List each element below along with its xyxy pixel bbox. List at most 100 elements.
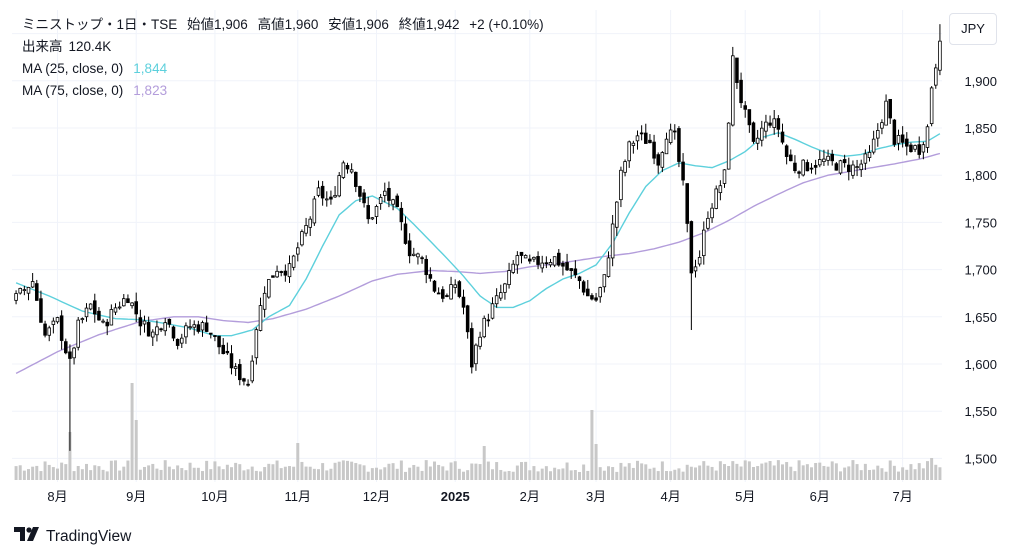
volume-bar: [689, 466, 693, 480]
volume-bar: [934, 464, 938, 480]
tradingview-brand[interactable]: TradingView: [14, 527, 131, 546]
volume-bar: [138, 469, 142, 480]
volume-bar: [172, 469, 175, 480]
volume-bar: [656, 471, 660, 480]
ma75-value: 1,823: [133, 83, 168, 98]
candle-body: [163, 322, 167, 332]
volume-legend-row[interactable]: 出来高 120.4K: [22, 36, 550, 58]
volume-bar: [578, 471, 581, 480]
time-axis[interactable]: 8月 9月 10月 11月 12月 2025 2月 3月 4月 5月 6月 7月: [47, 489, 912, 504]
candle-body: [619, 169, 623, 201]
volume-bar: [528, 470, 532, 480]
volume-bar: [317, 469, 320, 480]
candle-body: [557, 252, 561, 266]
volume-bar: [553, 467, 557, 480]
volume-bar: [80, 469, 84, 480]
candle-body: [151, 331, 155, 338]
volume-bar: [938, 467, 942, 480]
volume-bar: [644, 464, 648, 480]
chart-legend: ミニストップ・1日・TSE 始値1,906 高値1,960 安値1,906 終値…: [22, 14, 550, 102]
volume-bar: [839, 471, 842, 480]
candle-body: [581, 281, 586, 293]
candle-body: [387, 187, 391, 201]
candle-body: [739, 79, 743, 104]
candle-body: [859, 163, 863, 171]
volume-bar: [466, 470, 470, 480]
volume-bar: [491, 469, 494, 480]
candle-body: [242, 378, 246, 382]
candle-body: [673, 130, 677, 133]
symbol-title[interactable]: ミニストップ・1日・TSE: [22, 17, 178, 32]
candle-body: [486, 319, 491, 322]
volume-bar: [735, 463, 739, 480]
candle-body: [772, 118, 776, 128]
volume-bar: [51, 467, 55, 480]
volume-bar: [855, 464, 859, 480]
candle-body: [171, 326, 176, 339]
volume-bar: [358, 464, 362, 480]
candle-body: [420, 257, 424, 260]
volume-bar: [847, 466, 851, 480]
candle-body: [180, 337, 184, 344]
candle-body: [250, 360, 254, 382]
volume-bar: [752, 467, 755, 480]
candle-body: [809, 167, 814, 170]
time-tick-label: 8月: [47, 489, 67, 504]
candle-body: [395, 195, 399, 208]
candle-body: [573, 268, 578, 276]
candle-body: [764, 121, 768, 132]
candle-body: [283, 270, 288, 276]
volume-bar: [428, 466, 432, 480]
volume-bar: [503, 471, 507, 480]
candle-body: [606, 257, 611, 277]
candle-body: [436, 292, 441, 295]
volume-bar: [35, 465, 39, 480]
candle-body: [461, 296, 466, 308]
volume-bar: [462, 471, 465, 480]
volume-bar: [64, 464, 68, 480]
volume-bar: [872, 469, 876, 480]
volume-bar: [346, 460, 349, 480]
volume-bar: [573, 470, 577, 480]
candle-body: [59, 315, 64, 341]
volume-bar: [665, 471, 668, 480]
candle-body: [718, 185, 723, 194]
volume-bar: [789, 466, 793, 480]
currency-button[interactable]: JPY: [949, 13, 997, 45]
candle-body: [113, 307, 118, 313]
price-axis[interactable]: 1,500 1,550 1,600 1,650 1,700 1,750 1,800 1,850…: [964, 27, 997, 467]
volume-bar: [520, 462, 523, 480]
ma25-legend-row[interactable]: MA (25, close, 0) 1,844: [22, 58, 550, 80]
candle-body: [325, 198, 329, 201]
volume-bar: [760, 463, 764, 480]
volume-bar: [350, 461, 354, 480]
ma75-legend-row[interactable]: MA (75, close, 0) 1,823: [22, 80, 550, 102]
volume-bar: [147, 465, 151, 480]
volume-bar: [926, 461, 929, 480]
candle-body: [780, 131, 785, 143]
volume-bar: [159, 469, 163, 480]
volume-bar: [652, 467, 656, 480]
candle-body: [68, 351, 72, 359]
candle-body: [598, 287, 602, 298]
volume-bar: [337, 461, 341, 480]
candle-body: [175, 338, 180, 346]
candle-body: [548, 262, 553, 266]
volume-bar: [843, 467, 847, 480]
candle-body: [900, 134, 905, 143]
volume-bar: [404, 471, 407, 480]
candle-body: [159, 328, 163, 331]
volume-bar: [801, 465, 805, 480]
volume-bar: [660, 461, 664, 480]
candle-body: [93, 300, 97, 315]
price-tick-label: 1,700: [964, 263, 997, 278]
volume-bar: [818, 462, 822, 480]
candle-body: [681, 161, 685, 181]
candle-body: [494, 295, 499, 305]
candle-body: [702, 229, 706, 257]
candle-body: [204, 322, 209, 332]
candle-body: [378, 196, 383, 205]
volume-bar: [205, 460, 209, 480]
volume-bar: [259, 471, 262, 480]
